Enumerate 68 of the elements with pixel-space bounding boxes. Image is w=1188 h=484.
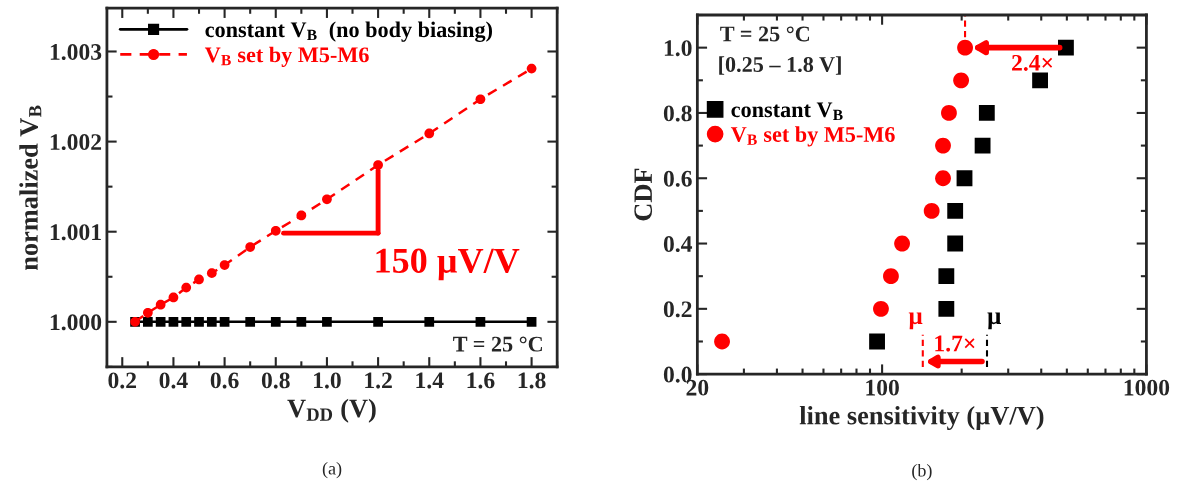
point bbox=[206, 316, 217, 327]
legend-label: constant V$_{B}$ (no body biasing) bbox=[205, 21, 493, 42]
point bbox=[142, 307, 153, 318]
point bbox=[142, 316, 153, 327]
legend-label: V$_{B}$ set by M5-M6 bbox=[730, 126, 895, 147]
point bbox=[526, 316, 537, 327]
x-tick-label: 1.4 bbox=[416, 372, 444, 389]
point bbox=[296, 210, 307, 221]
point bbox=[206, 268, 217, 279]
annotation: 2.4× bbox=[1012, 54, 1053, 71]
point bbox=[194, 274, 204, 285]
text: (b) bbox=[912, 463, 932, 481]
point bbox=[155, 299, 166, 310]
annotation: T = 25 °C bbox=[453, 336, 542, 352]
x-tick-label: 1.6 bbox=[467, 372, 495, 389]
point bbox=[181, 316, 192, 327]
point bbox=[168, 292, 179, 303]
annotation: µ bbox=[987, 312, 1001, 330]
point bbox=[245, 242, 256, 252]
point bbox=[219, 316, 230, 327]
legend-label: constant V$_{B}$ bbox=[731, 102, 843, 121]
point bbox=[424, 128, 435, 139]
annotation: 1.7× bbox=[935, 335, 975, 352]
y-tick-label: 0.6 bbox=[663, 170, 692, 187]
annotation: 150 µV/V bbox=[376, 248, 520, 281]
y-axis-title: normalized V$_{B}$ bbox=[19, 105, 42, 271]
point bbox=[270, 316, 281, 327]
point bbox=[373, 316, 383, 327]
y-axis-title: CDF bbox=[634, 168, 653, 221]
point bbox=[194, 316, 204, 327]
point bbox=[270, 225, 281, 236]
point bbox=[245, 316, 256, 327]
point bbox=[219, 260, 230, 270]
y-tick-label: 0.4 bbox=[663, 236, 693, 253]
point bbox=[181, 282, 192, 293]
annotation: T = 25 °C bbox=[720, 26, 810, 42]
x-tick-label: 0.6 bbox=[210, 372, 239, 389]
y-tick-label: 1.003 bbox=[50, 43, 102, 61]
point bbox=[155, 316, 166, 327]
x-tick-label: 1.2 bbox=[365, 372, 392, 389]
point bbox=[424, 316, 435, 327]
point bbox=[526, 63, 537, 74]
x-tick-label: 100 bbox=[866, 379, 899, 396]
y-tick-label: 0.8 bbox=[663, 105, 692, 122]
point bbox=[373, 160, 383, 170]
y-tick-label: 1.000 bbox=[50, 314, 102, 331]
x-tick-label: 0.2 bbox=[108, 372, 137, 389]
annotation: [0.25 – 1.8 V] bbox=[719, 56, 841, 75]
point bbox=[322, 316, 332, 327]
text: (a) bbox=[322, 461, 342, 479]
x-tick-label: 1.8 bbox=[518, 372, 546, 389]
y-tick-label: 1.0 bbox=[664, 40, 692, 57]
y-tick-label: 1.001 bbox=[50, 224, 101, 241]
x-tick-label: 0.4 bbox=[159, 372, 188, 389]
x-tick-label: 1.0 bbox=[314, 372, 341, 389]
y-tick-label: 1.002 bbox=[50, 134, 102, 151]
annotation: µ bbox=[908, 312, 923, 330]
x-tick-label: 1000 bbox=[1124, 379, 1170, 396]
x-axis-title: V$_{DD}$ (V) bbox=[287, 398, 376, 423]
x-tick-label: 0.8 bbox=[261, 372, 290, 389]
x-axis-title: line sensitivity (µV/V) bbox=[799, 405, 1044, 430]
point bbox=[168, 316, 179, 327]
y-tick-label: 0.2 bbox=[663, 301, 692, 318]
point bbox=[322, 194, 332, 205]
legend-label: V$_{B}$ set by M5-M6 bbox=[204, 46, 369, 67]
point bbox=[475, 316, 486, 327]
point bbox=[475, 94, 486, 105]
point bbox=[296, 316, 307, 327]
